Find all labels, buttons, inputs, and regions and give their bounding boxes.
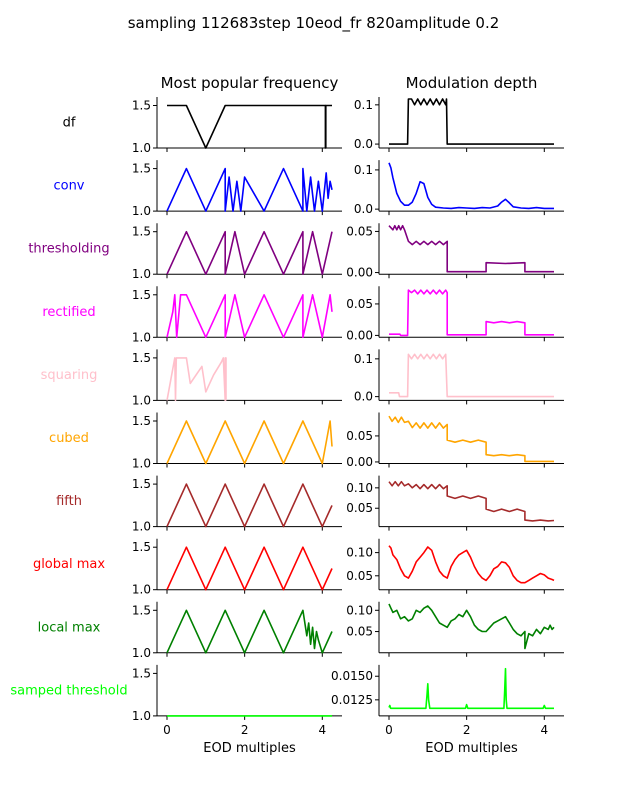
samped-threshold-depth-panel-ytick-label: 0.0125 [331,693,373,707]
rectified-freq-panel-ytick-label: 1.5 [132,288,151,302]
thresholding-depth-panel-ytick-label: 0.00 [346,266,373,280]
squaring-freq-series-line [166,357,227,402]
squaring-depth-series-line [389,353,554,398]
row-label-fifth: fifth [56,494,82,509]
squaring-freq-panel-ytick-label: 1.0 [132,393,151,407]
conv-freq-panel-ytick-label: 1.0 [132,204,151,218]
local-max-freq-panel-ytick-label: 1.5 [132,603,151,617]
samped-threshold-depth-panel-xtick-label: 0 [385,723,393,737]
row-label-rectified: rectified [42,305,95,320]
samped-threshold-depth-panel-ytick-label: 0.0150 [331,669,373,683]
df-freq-series-line [167,104,332,149]
cubed-freq-series-line [166,420,333,465]
global-max-depth-panel-ytick-label: 0.05 [346,569,373,583]
row-label-global-max: global max [33,557,105,572]
local-max-depth-panel-ytick-label: 0.05 [346,625,373,639]
global-max-depth-series-line [388,545,555,584]
thresholding-freq-panel-ytick-label: 1.5 [132,225,151,239]
df-freq-panel-ytick-label: 1.0 [132,141,151,155]
df-depth-panel-ytick-label: 0.0 [354,137,373,151]
cubed-freq-panel-ytick-label: 1.5 [132,414,151,428]
thresholding-freq-series-line [166,230,333,275]
df-freq-panel-ytick-label: 1.5 [132,99,151,113]
rectified-depth-panel-ytick-label: 0.00 [346,328,373,342]
global-max-freq-panel-ytick-label: 1.5 [132,540,151,554]
samped-threshold-depth-panel-xtick-label: 4 [540,723,548,737]
conv-depth-panel-ytick-label: 0.0 [354,202,373,216]
global-max-freq-series-line [166,546,333,591]
samped-threshold-freq-panel-xtick-label: 0 [163,723,171,737]
fifth-depth-panel-ytick-label: 0.05 [346,501,373,515]
row-label-df: df [63,116,76,131]
fifth-freq-panel-ytick-label: 1.0 [132,520,151,534]
row-label-samped-threshold: samped threshold [10,683,127,698]
squaring-freq-panel-ytick-label: 1.5 [132,351,151,365]
samped-threshold-freq-panel-xtick-label: 2 [241,723,249,737]
local-max-depth-series-line [388,603,555,650]
local-max-depth-panel-ytick-label: 0.10 [346,603,373,617]
rectified-depth-series-line [389,289,554,337]
figure-title: sampling 112683step 10eod_fr 820amplitud… [128,14,500,33]
squaring-depth-panel-ytick-label: 0.0 [354,390,373,404]
global-max-depth-panel-ytick-label: 0.10 [346,546,373,560]
conv-depth-panel-ytick-label: 0.1 [354,163,373,177]
cubed-freq-panel-ytick-label: 1.0 [132,457,151,471]
rectified-freq-series-line [166,294,333,339]
row-label-conv: conv [53,179,84,194]
thresholding-freq-panel-ytick-label: 1.0 [132,267,151,281]
samped-threshold-freq-panel-ytick-label: 1.0 [132,709,151,723]
samped-threshold-depth-panel-xtick-label: 2 [463,723,471,737]
column-title-depth: Modulation depth [406,74,538,92]
samped-threshold-freq-panel-ytick-label: 1.5 [132,666,151,680]
rectified-freq-panel-ytick-label: 1.0 [132,330,151,344]
df-depth-panel-ytick-label: 0.1 [354,98,373,112]
rectified-depth-panel-ytick-label: 0.05 [346,297,373,311]
row-label-cubed: cubed [49,431,89,446]
cubed-depth-panel-ytick-label: 0.05 [346,429,373,443]
conv-depth-series-line [388,162,554,210]
thresholding-depth-panel-ytick-label: 0.05 [346,224,373,238]
row-label-squaring: squaring [41,368,98,383]
cubed-depth-series-line [388,415,554,463]
fifth-depth-panel-ytick-label: 0.10 [346,481,373,495]
df-depth-series-line [389,98,554,145]
squaring-depth-panel-ytick-label: 0.1 [354,352,373,366]
cubed-depth-panel-ytick-label: 0.00 [346,455,373,469]
local-max-freq-series-line [166,609,333,654]
fifth-freq-panel-ytick-label: 1.5 [132,477,151,491]
conv-freq-panel-ytick-label: 1.5 [132,162,151,176]
row-label-local-max: local max [38,620,101,635]
thresholding-depth-series-line [388,224,554,273]
row-label-thresholding: thresholding [28,242,109,257]
conv-freq-series-line [166,167,333,212]
x-axis-label-depth: EOD multiples [425,741,518,756]
local-max-freq-panel-ytick-label: 1.0 [132,646,151,660]
global-max-freq-panel-ytick-label: 1.0 [132,583,151,597]
x-axis-label-frequency: EOD multiples [203,741,296,756]
subplot-grid: df 1.0 1.5 0.0 0.1 conv 1.0 1.5 0.0 0.1 thresholdi… [10,97,564,737]
fifth-freq-series-line [166,483,333,528]
column-title-frequency: Most popular frequency [161,74,339,92]
fifth-depth-series-line [388,480,555,522]
samped-threshold-freq-panel-xtick-label: 4 [318,723,326,737]
samped-threshold-depth-series-line [388,667,554,710]
